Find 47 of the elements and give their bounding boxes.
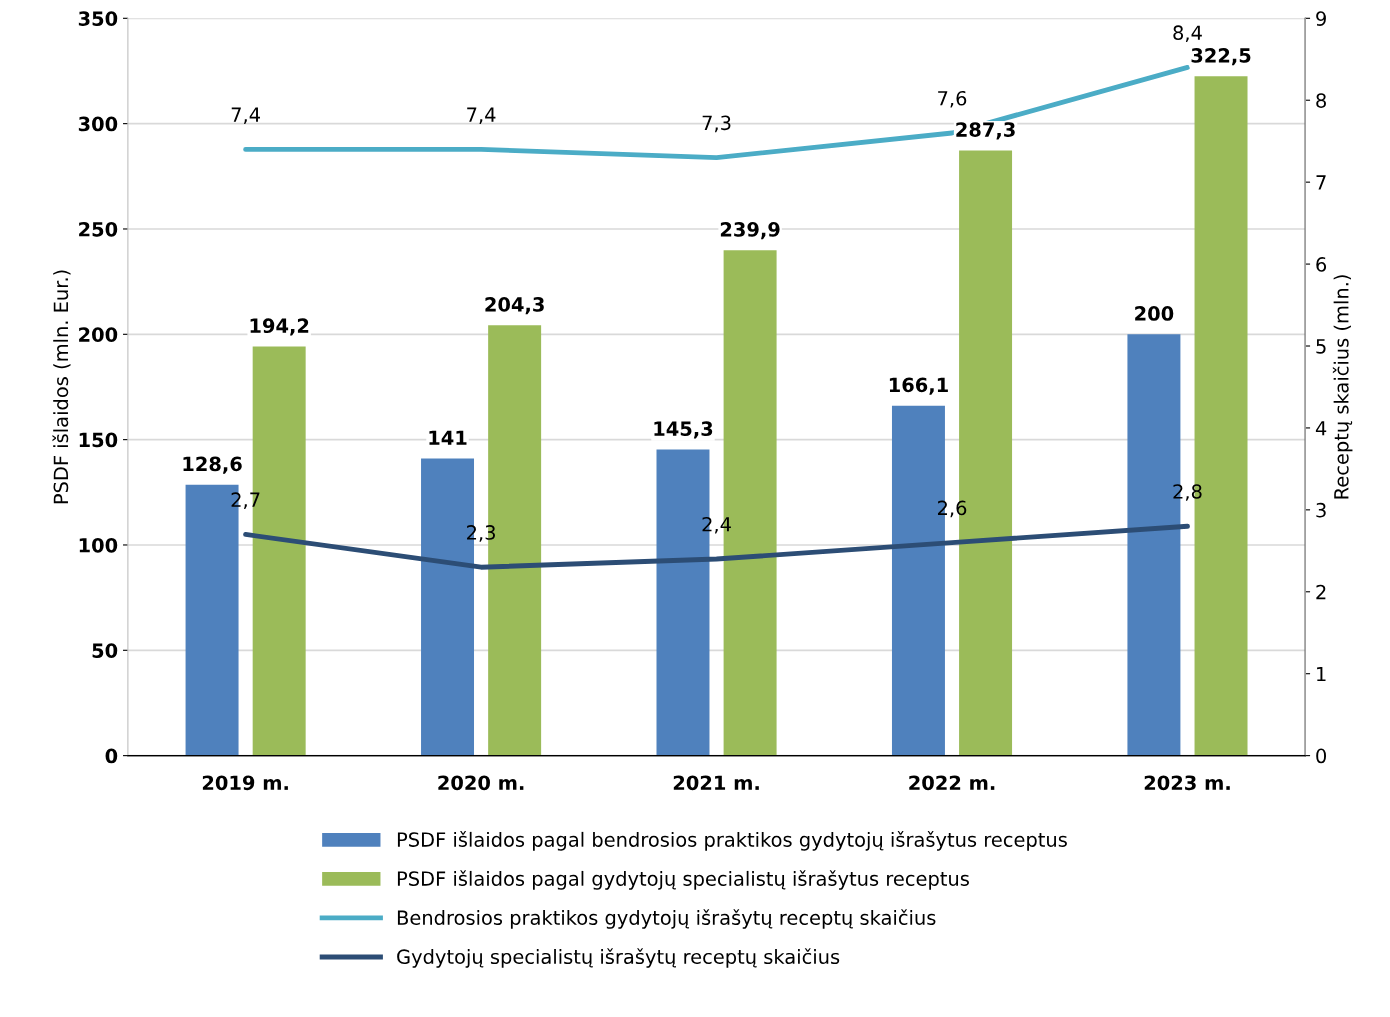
y2-tick-label: 1 (1317, 666, 1326, 682)
x-tick-label: 2020 m. (438, 775, 524, 791)
data-label: 7,4 (467, 107, 496, 124)
y-tick-label: 350 (78, 11, 118, 26)
y2-tick-label: 9 (1316, 11, 1326, 26)
y-tick-label: 100 (79, 537, 118, 553)
data-label: 145,3 (654, 421, 713, 439)
legend-label: PSDF išlaidos pagal gydytojų specialistų išrašytus receptus (397, 870, 969, 890)
y2-tick-label: 3 (1316, 502, 1326, 518)
data-label: 2,6 (937, 500, 967, 518)
y2-tick-label: 2 (1316, 584, 1326, 600)
y-tick-label: 250 (79, 221, 118, 237)
y-axis-title: PSDF išlaidos (mln. Eur.) (52, 270, 71, 504)
y-tick-label: 200 (79, 327, 118, 342)
data-label: 2,4 (702, 516, 731, 534)
x-tick-label: 2022 m. (909, 775, 995, 791)
data-label: 128,6 (183, 456, 242, 474)
y2-tick-label: 8 (1316, 93, 1326, 108)
data-label: 194,2 (250, 318, 309, 336)
x-tick-label: 2023 m. (1144, 775, 1230, 791)
x-tick-label: 2021 m. (673, 775, 759, 791)
data-label: 239,9 (720, 222, 780, 240)
y2-tick-label: 4 (1315, 421, 1327, 436)
data-label: 141 (429, 430, 467, 445)
data-label: 287,3 (956, 122, 1015, 140)
y2-tick-label: 5 (1316, 339, 1326, 354)
legend-label: PSDF išlaidos pagal bendrosios praktikos gydytojų išrašytus receptus (397, 831, 1067, 851)
legend-label: Gydytojų specialistų išrašytų receptų skaičius (397, 948, 840, 968)
data-label: 322,5 (1191, 48, 1251, 66)
x-tick-label: 2019 m. (202, 775, 288, 791)
data-label: 7,4 (231, 107, 260, 124)
y-tick-label: 50 (92, 643, 118, 658)
data-label: 204,3 (485, 297, 544, 315)
y2-tick-label: 6 (1316, 257, 1327, 272)
y2-tick-label: 0 (1316, 748, 1327, 764)
data-label: 2,8 (1173, 484, 1202, 501)
data-label: 7,3 (702, 115, 731, 133)
y-tick-label: 150 (79, 432, 118, 448)
data-label: 166,1 (889, 377, 948, 395)
y2-axis-title: Receptų skaičius (mln.) (1332, 275, 1353, 499)
y2-tick-label: 7 (1316, 175, 1326, 190)
legend-label: Bendrosios praktikos gydytojų išrašytų receptų skaičius (397, 909, 936, 929)
data-label: 8,4 (1173, 25, 1202, 43)
y-tick-label: 300 (78, 116, 118, 132)
data-label: 200 (1135, 306, 1174, 321)
data-label: 7,6 (938, 90, 967, 108)
y-tick-label: 0 (105, 748, 118, 764)
